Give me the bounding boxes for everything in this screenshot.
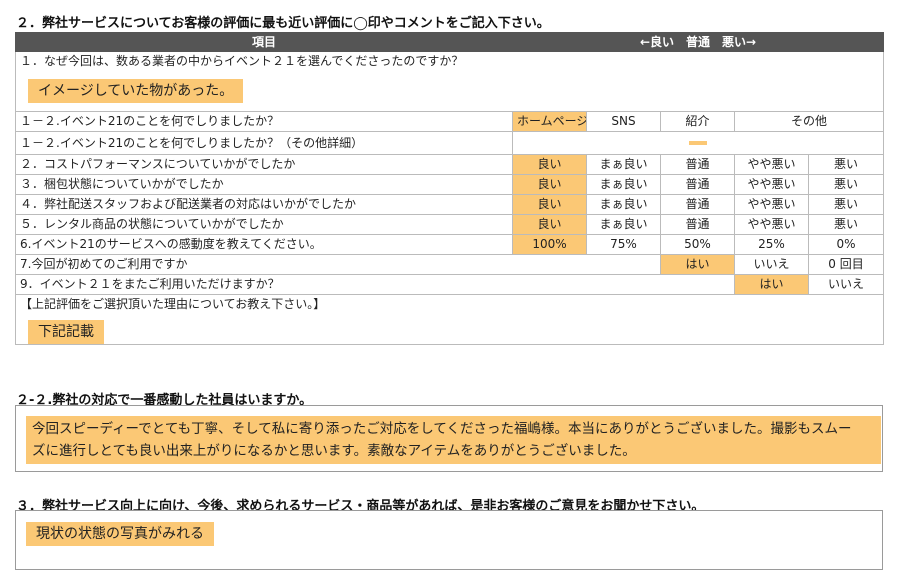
table-row: １－２.イベント21のことを何でしりましたか？（その他詳細） bbox=[15, 131, 885, 155]
q6-option-0[interactable]: 0% bbox=[807, 234, 885, 255]
q4-label: ４．弊社配送スタッフおよび配送業者の対応はいかがでしたか bbox=[15, 194, 513, 215]
q3-label: ３．梱包状態についていかがでしたか bbox=[15, 174, 513, 195]
table-row: ２．コストパフォーマンスについていかがでしたか 良い まぁ良い 普通 やや悪い … bbox=[15, 154, 885, 175]
q1-2-label: １－２.イベント21のことを何でしりましたか？ bbox=[15, 111, 513, 132]
option-referral[interactable]: 紹介 bbox=[660, 111, 735, 132]
q6-label: 6.イベント21のサービスへの感動度を教えてください。 bbox=[15, 234, 513, 255]
q3-option-good[interactable]: 良い bbox=[512, 174, 587, 195]
q5-option-fairly-good[interactable]: まぁ良い bbox=[586, 214, 661, 235]
table-row: 9．イベント２１をまたご利用いただけますか？ はい いいえ bbox=[15, 274, 885, 295]
q1-2b-detail bbox=[511, 131, 885, 155]
q2-option-somewhat-bad[interactable]: やや悪い bbox=[734, 154, 809, 175]
table-header-row: 項目 ←良い 普通 悪い→ bbox=[15, 32, 885, 52]
q2-label: ２．コストパフォーマンスについていかがでしたか bbox=[15, 154, 513, 175]
reason-answer: 下記記載 bbox=[28, 320, 104, 344]
section2-2-heading: ２-２.弊社の対応で一番感動した社員はいますか。 bbox=[16, 393, 313, 408]
column-header-item: 項目 bbox=[15, 32, 513, 52]
q3-option-bad[interactable]: 悪い bbox=[807, 174, 885, 195]
reason-label: 【上記評価をご選択頂いた理由についてお教え下さい。】 bbox=[20, 297, 326, 311]
q9-option-no[interactable]: いいえ bbox=[807, 274, 885, 295]
option-other[interactable]: その他 bbox=[733, 111, 885, 132]
q1-answer: イメージしていた物があった。 bbox=[28, 79, 244, 103]
section3-answer: 現状の状態の写真がみれる bbox=[26, 522, 214, 546]
q7-option-no[interactable]: いいえ bbox=[734, 254, 809, 275]
table-row: １．なぜ今回は、数ある業者の中からイベント２１を選んでくださったのですか？ イメ… bbox=[14, 51, 885, 112]
q2-option-normal[interactable]: 普通 bbox=[660, 154, 735, 175]
reason-cell: 【上記評価をご選択頂いた理由についてお教え下さい。】 下記記載 bbox=[14, 294, 885, 345]
table-row: ４．弊社配送スタッフおよび配送業者の対応はいかがでしたか 良い まぁ良い 普通 … bbox=[15, 194, 885, 215]
table-row: ５．レンタル商品の状態についていかがでしたか 良い まぁ良い 普通 やや悪い 悪… bbox=[15, 214, 885, 235]
q2-option-bad[interactable]: 悪い bbox=[807, 154, 885, 175]
q7-option-yes[interactable]: はい bbox=[660, 254, 735, 275]
q5-label: ５．レンタル商品の状態についていかがでしたか bbox=[15, 214, 513, 235]
table-row: １－２.イベント21のことを何でしりましたか？ ホームページ SNS 紹介 その… bbox=[15, 111, 885, 132]
q7-visit-count: 0 回目 bbox=[807, 254, 885, 275]
table-row: 6.イベント21のサービスへの感動度を教えてください。 100% 75% 50%… bbox=[15, 234, 885, 255]
q4-option-somewhat-bad[interactable]: やや悪い bbox=[734, 194, 809, 215]
q9-label: 9．イベント２１をまたご利用いただけますか？ bbox=[15, 274, 735, 295]
evaluation-table: 項目 ←良い 普通 悪い→ １．なぜ今回は、数ある業者の中からイベント２１を選ん… bbox=[14, 32, 885, 345]
q3-option-normal[interactable]: 普通 bbox=[660, 174, 735, 195]
section3-answer-box: 現状の状態の写真がみれる bbox=[15, 510, 883, 570]
q6-option-75[interactable]: 75% bbox=[586, 234, 661, 255]
section2-2-answer-box: 今回スピーディーでとても丁寧、そして私に寄り添ったご対応をしてくださった福嶋様。… bbox=[15, 405, 883, 472]
q7-label: 7.今回が初めてのご利用ですか bbox=[15, 254, 661, 275]
q5-option-somewhat-bad[interactable]: やや悪い bbox=[734, 214, 809, 235]
q2-option-fairly-good[interactable]: まぁ良い bbox=[586, 154, 661, 175]
section2-2-answer: 今回スピーディーでとても丁寧、そして私に寄り添ったご対応をしてくださった福嶋様。… bbox=[26, 416, 881, 464]
option-homepage[interactable]: ホームページ bbox=[512, 111, 587, 132]
q4-option-normal[interactable]: 普通 bbox=[660, 194, 735, 215]
q1-cell: １．なぜ今回は、数ある業者の中からイベント２１を選んでくださったのですか？ イメ… bbox=[14, 51, 885, 112]
q3-option-fairly-good[interactable]: まぁ良い bbox=[586, 174, 661, 195]
section2-2-answer-line1: 今回スピーディーでとても丁寧、そして私に寄り添ったご対応をしてくださった福嶋様。… bbox=[32, 421, 852, 437]
q6-option-50[interactable]: 50% bbox=[660, 234, 735, 255]
option-sns[interactable]: SNS bbox=[586, 111, 661, 132]
q4-option-good[interactable]: 良い bbox=[512, 194, 587, 215]
q2-option-good[interactable]: 良い bbox=[512, 154, 587, 175]
q4-option-fairly-good[interactable]: まぁ良い bbox=[586, 194, 661, 215]
q5-option-bad[interactable]: 悪い bbox=[807, 214, 885, 235]
q5-option-normal[interactable]: 普通 bbox=[660, 214, 735, 235]
q6-option-25[interactable]: 25% bbox=[734, 234, 809, 255]
q9-option-yes[interactable]: はい bbox=[734, 274, 809, 295]
q1-2b-label: １－２.イベント21のことを何でしりましたか？（その他詳細） bbox=[15, 131, 513, 155]
q1-label: １．なぜ今回は、数ある業者の中からイベント２１を選んでくださったのですか？ bbox=[20, 54, 464, 68]
column-header-scale: ←良い 普通 悪い→ bbox=[511, 32, 885, 52]
table-row: 7.今回が初めてのご利用ですか はい いいえ 0 回目 bbox=[15, 254, 885, 275]
table-row: ３．梱包状態についていかがでしたか 良い まぁ良い 普通 やや悪い 悪い bbox=[15, 174, 885, 195]
section2-2-answer-line2: ズに進行しとても良い出来上がりになるかと思います。素敵なアイテムをありがとうござ… bbox=[32, 443, 636, 459]
section2-heading: ２．弊社サービスについてお客様の評価に最も近い評価に◯印やコメントをご記入下さい… bbox=[16, 16, 550, 31]
detail-marker bbox=[689, 141, 708, 145]
q3-option-somewhat-bad[interactable]: やや悪い bbox=[734, 174, 809, 195]
q4-option-bad[interactable]: 悪い bbox=[807, 194, 885, 215]
table-row: 【上記評価をご選択頂いた理由についてお教え下さい。】 下記記載 bbox=[14, 294, 885, 345]
q6-option-100[interactable]: 100% bbox=[512, 234, 587, 255]
q5-option-good[interactable]: 良い bbox=[512, 214, 587, 235]
